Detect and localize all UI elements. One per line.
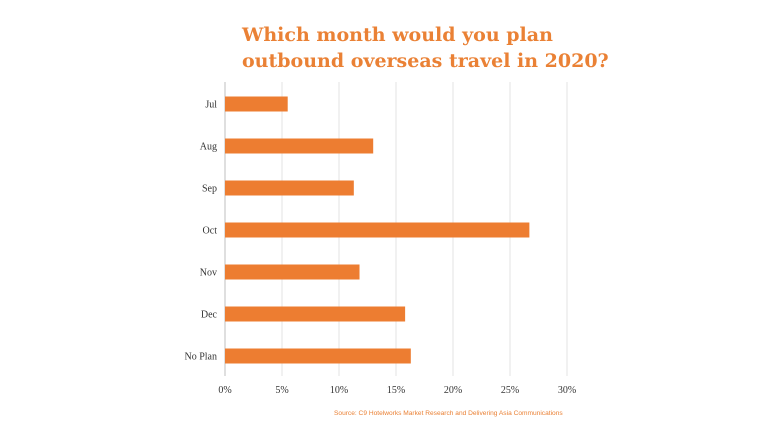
bar xyxy=(225,306,406,322)
chart-title-line-2: outbound overseas travel in 2020? xyxy=(242,50,609,72)
x-tick-label: 20% xyxy=(444,385,462,396)
chart-title: Which month would you plan outbound over… xyxy=(242,22,722,74)
x-tick-label: 0% xyxy=(218,385,231,396)
x-tick-label: 5% xyxy=(275,385,288,396)
bar xyxy=(225,348,411,364)
bar xyxy=(225,180,354,196)
y-category-label: Jul xyxy=(205,100,217,111)
y-category-label: Sep xyxy=(202,184,217,195)
bar-series xyxy=(225,96,530,364)
x-axis-labels: 0% 5% 10% 15% 20% 25% 30% xyxy=(218,385,576,396)
x-tick-label: 15% xyxy=(387,385,405,396)
x-tick-label: 30% xyxy=(558,385,576,396)
y-category-label: No Plan xyxy=(185,352,218,363)
y-category-label: Nov xyxy=(200,268,217,279)
x-tick-label: 10% xyxy=(330,385,348,396)
y-category-label: Dec xyxy=(201,310,218,321)
x-tick-label: 25% xyxy=(501,385,519,396)
y-axis-labels: Jul Aug Sep Oct Nov Dec No Plan xyxy=(185,100,218,363)
chart-title-line-1: Which month would you plan xyxy=(242,24,553,46)
bar xyxy=(225,264,360,280)
bar xyxy=(225,96,288,112)
y-category-label: Oct xyxy=(203,226,218,237)
bar xyxy=(225,138,374,154)
y-category-label: Aug xyxy=(200,142,217,153)
source-note: Source: C9 Hotelworks Market Research an… xyxy=(334,410,563,417)
bar xyxy=(225,222,530,238)
